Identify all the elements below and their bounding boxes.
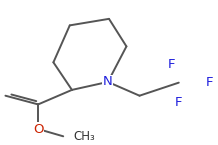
Text: CH₃: CH₃	[73, 130, 95, 143]
Text: F: F	[206, 76, 213, 89]
Text: N: N	[103, 75, 113, 88]
Text: O: O	[33, 123, 43, 136]
Text: F: F	[175, 96, 182, 109]
Text: F: F	[168, 58, 175, 71]
